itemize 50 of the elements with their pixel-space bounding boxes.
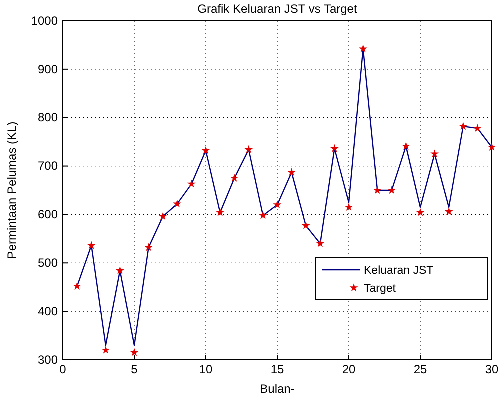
point [116, 266, 124, 274]
point [473, 124, 482, 132]
x-tick-label: 10 [199, 362, 213, 377]
point [216, 208, 225, 216]
chart-title: Grafik Keluaran JST vs Target [198, 2, 358, 16]
point [130, 348, 139, 356]
point [430, 150, 440, 158]
point [73, 282, 82, 290]
x-tick-label: 0 [60, 362, 67, 377]
point [158, 212, 168, 220]
point [173, 200, 182, 208]
point [373, 186, 382, 194]
y-tick-label: 500 [38, 256, 58, 270]
point [316, 239, 325, 248]
point [202, 146, 210, 154]
y-tick-label: 800 [38, 110, 58, 125]
x-tick-label: 25 [414, 362, 428, 377]
point [230, 174, 239, 182]
y-tick-label: 700 [38, 159, 58, 174]
x-tick-label: 30 [485, 362, 498, 377]
point [359, 44, 368, 53]
x-tick-label: 15 [270, 362, 284, 377]
y-axis-title: Permintaan Pelumas (KL) [5, 122, 19, 260]
y-tick-label: 300 [38, 352, 58, 367]
point [330, 144, 339, 152]
y-tick-label: 600 [38, 208, 58, 222]
point [402, 142, 410, 150]
point [102, 346, 110, 354]
point [258, 211, 268, 220]
point [344, 203, 354, 212]
legend-label: Keluaran JST [364, 265, 434, 277]
y-tick-label: 900 [38, 62, 58, 76]
point [416, 208, 425, 216]
point [459, 122, 468, 130]
point [273, 200, 282, 209]
point [244, 145, 254, 154]
y-tick-label: 400 [38, 304, 58, 318]
point [187, 180, 196, 188]
legend-label: Target [364, 283, 397, 295]
point [288, 168, 296, 176]
point [87, 241, 96, 250]
y-tick-label: 1000 [31, 14, 58, 28]
x-tick-label: 20 [342, 362, 356, 377]
point [388, 186, 396, 194]
point [144, 243, 154, 252]
point [444, 207, 454, 216]
point [302, 221, 310, 230]
x-tick-label: 5 [131, 362, 138, 377]
x-axis-title: Bulan- [260, 382, 295, 396]
point [488, 142, 496, 151]
